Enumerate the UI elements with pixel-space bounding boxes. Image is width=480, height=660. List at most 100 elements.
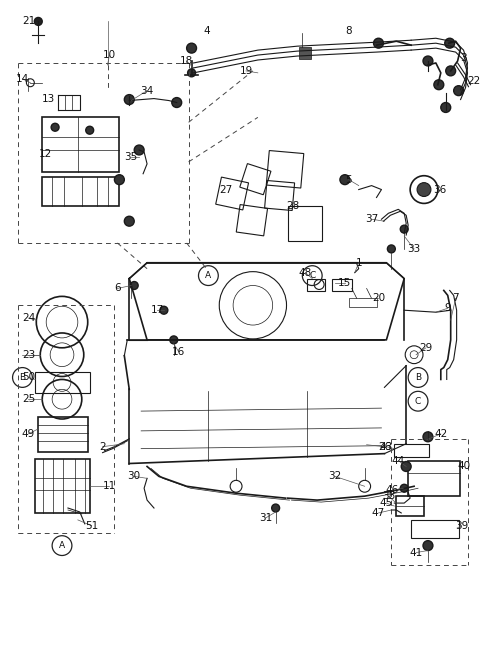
Bar xyxy=(264,180,295,211)
Circle shape xyxy=(423,432,433,442)
Text: 4: 4 xyxy=(203,26,210,36)
Text: 19: 19 xyxy=(240,66,252,76)
Bar xyxy=(42,117,120,172)
Text: 10: 10 xyxy=(103,50,116,60)
Text: 41: 41 xyxy=(409,548,423,558)
Circle shape xyxy=(51,123,59,131)
Text: 46: 46 xyxy=(386,485,399,495)
Bar xyxy=(288,207,322,241)
Bar xyxy=(38,417,88,451)
Text: 25: 25 xyxy=(22,394,35,404)
Text: 7: 7 xyxy=(452,293,459,304)
Text: 38: 38 xyxy=(382,491,395,501)
Circle shape xyxy=(160,306,168,314)
Bar xyxy=(396,496,424,516)
Circle shape xyxy=(124,216,134,226)
Text: C: C xyxy=(415,397,421,406)
Bar xyxy=(408,461,459,496)
Text: 32: 32 xyxy=(328,471,342,481)
Circle shape xyxy=(340,175,350,185)
Text: 28: 28 xyxy=(286,201,299,211)
Bar xyxy=(307,279,325,292)
Circle shape xyxy=(401,461,411,471)
Bar xyxy=(349,298,376,308)
Text: 50: 50 xyxy=(22,372,35,383)
Circle shape xyxy=(441,102,451,112)
Circle shape xyxy=(454,86,464,96)
Text: 12: 12 xyxy=(38,149,52,159)
Text: 24: 24 xyxy=(22,313,35,323)
Circle shape xyxy=(187,43,196,53)
Text: 39: 39 xyxy=(455,521,468,531)
Text: 36: 36 xyxy=(433,185,446,195)
Circle shape xyxy=(134,145,144,155)
Circle shape xyxy=(434,80,444,90)
Text: 51: 51 xyxy=(85,521,98,531)
Text: 15: 15 xyxy=(338,277,351,288)
Circle shape xyxy=(387,245,396,253)
Circle shape xyxy=(423,541,433,550)
Text: 49: 49 xyxy=(22,429,35,439)
Text: 37: 37 xyxy=(365,214,378,224)
Text: 3: 3 xyxy=(460,53,467,63)
Text: 11: 11 xyxy=(103,481,116,491)
Circle shape xyxy=(86,126,94,134)
Circle shape xyxy=(188,69,195,77)
Circle shape xyxy=(124,94,134,104)
Text: 2: 2 xyxy=(99,442,106,451)
Text: 43: 43 xyxy=(380,442,393,451)
Text: 23: 23 xyxy=(22,350,35,360)
Text: 21: 21 xyxy=(22,16,35,26)
Text: 16: 16 xyxy=(172,346,185,357)
Text: 1: 1 xyxy=(355,258,362,268)
Bar xyxy=(36,459,90,513)
Bar xyxy=(236,205,267,236)
Circle shape xyxy=(400,225,408,233)
Text: 29: 29 xyxy=(420,343,432,353)
Text: 47: 47 xyxy=(372,508,385,518)
Text: 31: 31 xyxy=(259,513,272,523)
Text: 44: 44 xyxy=(392,455,405,465)
Circle shape xyxy=(446,66,456,76)
Text: 18: 18 xyxy=(180,56,193,66)
Text: B: B xyxy=(19,373,25,382)
Text: 45: 45 xyxy=(380,498,393,508)
Bar xyxy=(300,47,311,59)
Bar xyxy=(266,150,304,188)
Bar xyxy=(411,520,458,538)
Text: 20: 20 xyxy=(372,293,385,304)
Circle shape xyxy=(130,282,138,290)
Circle shape xyxy=(170,336,178,344)
Bar xyxy=(332,279,352,292)
Text: 5: 5 xyxy=(346,175,352,185)
Bar xyxy=(216,177,249,210)
Text: 6: 6 xyxy=(114,283,120,294)
Circle shape xyxy=(400,484,408,492)
Text: 14: 14 xyxy=(16,74,29,84)
Text: 34: 34 xyxy=(141,86,154,96)
Text: 48: 48 xyxy=(299,268,312,278)
Text: 42: 42 xyxy=(434,429,447,439)
Circle shape xyxy=(172,98,182,108)
Text: 33: 33 xyxy=(408,244,421,254)
Text: B: B xyxy=(415,373,421,382)
Text: 9: 9 xyxy=(444,303,451,313)
Circle shape xyxy=(114,175,124,185)
Circle shape xyxy=(417,183,431,197)
Bar xyxy=(42,177,120,207)
Bar xyxy=(36,372,90,393)
Text: A: A xyxy=(59,541,65,550)
Circle shape xyxy=(272,504,279,512)
Text: A: A xyxy=(205,271,212,280)
Circle shape xyxy=(373,38,384,48)
Text: 22: 22 xyxy=(467,76,480,86)
Circle shape xyxy=(445,38,455,48)
Text: 30: 30 xyxy=(128,471,141,481)
Text: 40: 40 xyxy=(457,461,470,471)
Circle shape xyxy=(423,56,433,66)
Text: 35: 35 xyxy=(125,152,138,162)
Text: 27: 27 xyxy=(219,185,233,195)
Text: C: C xyxy=(309,271,315,280)
Text: 8: 8 xyxy=(346,26,352,36)
Circle shape xyxy=(35,17,42,25)
